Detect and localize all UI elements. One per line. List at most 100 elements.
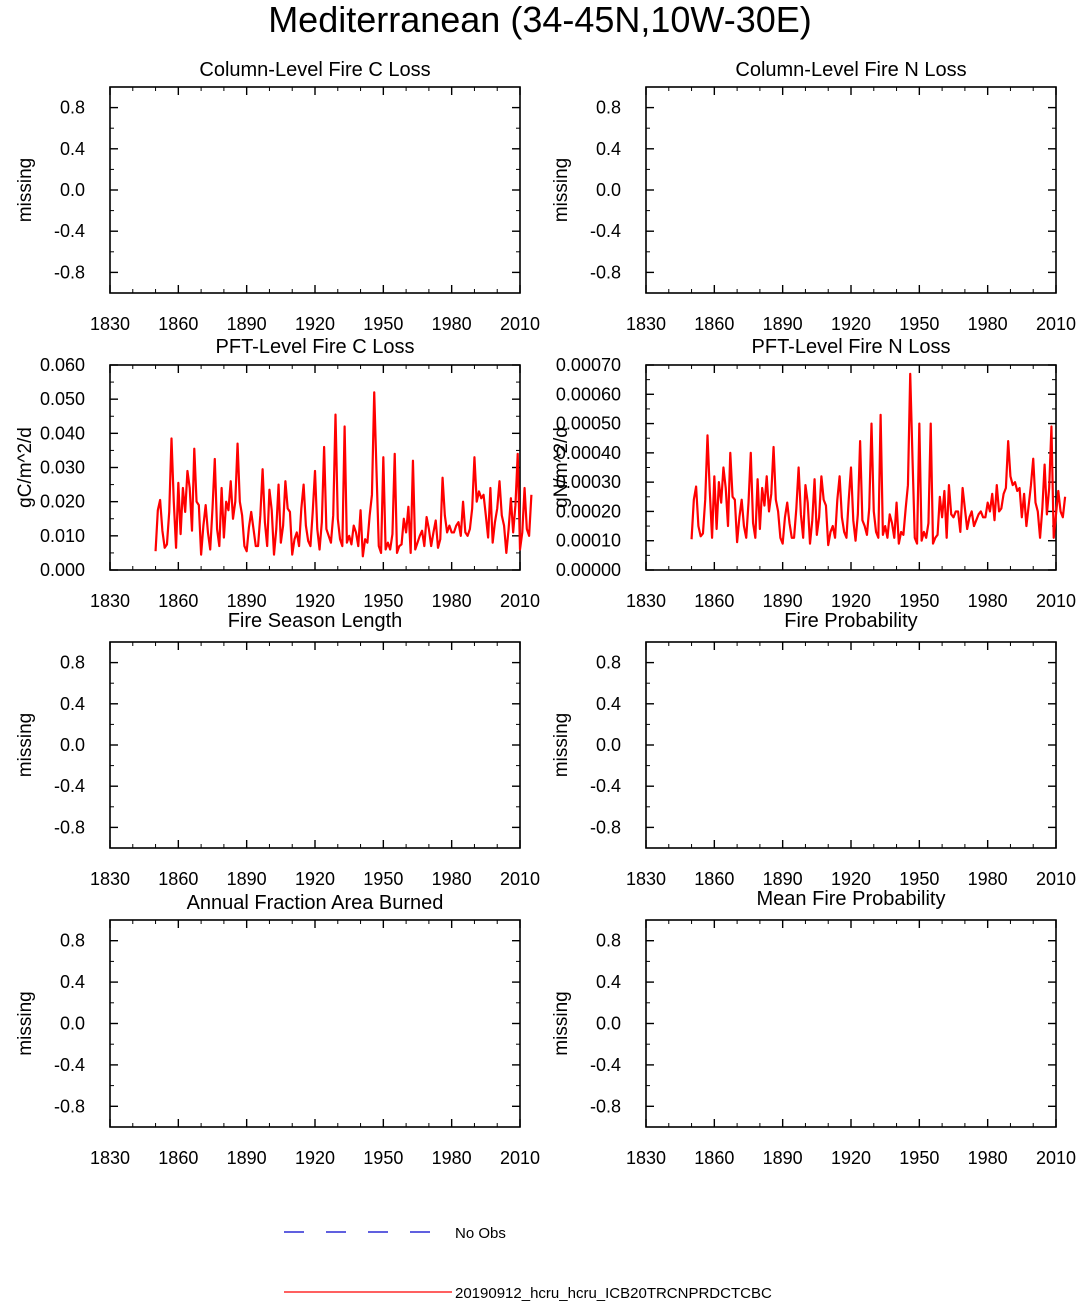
y-tick-label: 0.8 [596, 931, 621, 951]
x-tick-label: 2010 [500, 591, 540, 611]
x-tick-label: 2010 [500, 314, 540, 334]
x-tick-label: 1980 [432, 1148, 472, 1168]
y-tick-label: 0.050 [40, 389, 85, 409]
x-tick-label: 1920 [295, 314, 335, 334]
y-tick-label: -0.4 [590, 221, 621, 241]
x-tick-label: 1920 [295, 591, 335, 611]
plot-frame [109, 86, 521, 294]
y-tick-label: 0.0 [60, 1014, 85, 1034]
x-tick-label: 1890 [763, 591, 803, 611]
y-tick-label: 0.00040 [556, 443, 621, 463]
y-tick-label: -0.8 [54, 262, 85, 282]
panel-title: Annual Fraction Area Burned [187, 892, 444, 914]
y-axis-label: missing [551, 991, 572, 1055]
y-tick-label: -0.8 [590, 1096, 621, 1116]
y-axis-label: missing [551, 713, 572, 777]
chart-panel-7: Annual Fraction Area Burned missing 1830 18… [15, 892, 540, 1168]
panel-title: Fire Probability [784, 610, 917, 632]
y-tick-label: 0.00070 [556, 355, 621, 375]
x-tick-label: 1950 [899, 1148, 939, 1168]
x-tick-label: 1860 [158, 869, 198, 889]
legend: No Obs 20190912_hcru_hcru_ICB20TRCNPRDCT… [284, 1225, 772, 1302]
legend-item-model: 20190912_hcru_hcru_ICB20TRCNPRDCTCBC [284, 1285, 772, 1302]
y-tick-label: 0.0 [596, 735, 621, 755]
x-tick-label: 1950 [899, 591, 939, 611]
x-tick-label: 1830 [626, 869, 666, 889]
x-tick-label: 1920 [831, 869, 871, 889]
y-tick-label: -0.8 [590, 262, 621, 282]
x-tick-label: 1980 [432, 314, 472, 334]
chart-panel-1: Column-Level Fire C Loss missing 1830 1860 1… [15, 59, 540, 334]
y-tick-label: 0.00000 [556, 560, 621, 580]
y-tick-label: 0.0 [596, 180, 621, 200]
x-tick-label: 1830 [626, 591, 666, 611]
panel-title: PFT-Level Fire C Loss [216, 336, 415, 358]
chart-panel-8: Mean Fire Probability missing 1830 1860 1890… [551, 888, 1076, 1168]
x-tick-label: 1830 [90, 591, 130, 611]
series-line-model [154, 391, 533, 558]
x-tick-label: 1830 [90, 869, 130, 889]
y-tick-label: 0.4 [596, 139, 621, 159]
y-tick-label: 0.00030 [556, 472, 621, 492]
panel-title: Column-Level Fire C Loss [199, 59, 430, 81]
y-tick-label: 0.4 [60, 972, 85, 992]
x-tick-label: 1980 [432, 591, 472, 611]
x-tick-label: 1950 [363, 314, 403, 334]
x-tick-label: 2010 [1036, 869, 1076, 889]
x-tick-label: 2010 [500, 869, 540, 889]
y-tick-label: 0.0 [60, 735, 85, 755]
y-tick-label: 0.060 [40, 355, 85, 375]
x-tick-label: 1890 [227, 1148, 267, 1168]
y-tick-label: 0.00020 [556, 501, 621, 521]
y-tick-label: -0.4 [54, 776, 85, 796]
plot-frame [645, 919, 1057, 1128]
plot-frame [645, 86, 1057, 294]
y-tick-label: -0.8 [54, 1096, 85, 1116]
x-tick-label: 1890 [227, 869, 267, 889]
y-tick-label: -0.8 [590, 817, 621, 837]
y-tick-label: 0.8 [596, 98, 621, 118]
chart-panel-4: PFT-Level Fire N Loss gN/m^2/d 1830 1860 189… [551, 336, 1076, 611]
x-tick-label: 1980 [968, 314, 1008, 334]
x-tick-label: 1920 [831, 1148, 871, 1168]
y-axis-label: missing [15, 991, 36, 1055]
y-tick-label: 0.00010 [556, 531, 621, 551]
plot-frame [109, 641, 521, 849]
y-tick-label: 0.8 [60, 931, 85, 951]
y-tick-label: 0.4 [596, 972, 621, 992]
plot-frame [109, 919, 521, 1128]
y-tick-label: 0.030 [40, 458, 85, 478]
y-tick-label: 0.020 [40, 492, 85, 512]
y-axis-label: gN/m^2/d [551, 427, 572, 508]
chart-panel-2: Column-Level Fire N Loss missing 1830 1860 1… [551, 59, 1076, 334]
x-tick-label: 1860 [158, 591, 198, 611]
x-tick-label: 1980 [968, 1148, 1008, 1168]
x-tick-label: 1890 [763, 314, 803, 334]
chart-panel-5: Fire Season Length missing 1830 1860 1890 192… [15, 610, 540, 889]
x-tick-label: 1980 [432, 869, 472, 889]
x-tick-label: 2010 [1036, 591, 1076, 611]
chart-panel-3: PFT-Level Fire C Loss gC/m^2/d 1830 1860 189… [15, 336, 540, 611]
x-tick-label: 2010 [1036, 314, 1076, 334]
x-tick-label: 1860 [158, 314, 198, 334]
y-axis-label: gC/m^2/d [15, 427, 36, 508]
x-tick-label: 1980 [968, 591, 1008, 611]
x-tick-label: 1860 [158, 1148, 198, 1168]
x-tick-label: 2010 [500, 1148, 540, 1168]
x-tick-label: 1860 [694, 591, 734, 611]
panel-title: Mean Fire Probability [757, 888, 946, 910]
y-tick-label: -0.8 [54, 817, 85, 837]
y-axis-label: missing [15, 713, 36, 777]
x-tick-label: 1860 [694, 1148, 734, 1168]
figure-title: Mediterranean (34-45N,10W-30E) [268, 0, 812, 40]
y-tick-label: 0.8 [596, 653, 621, 673]
x-tick-label: 1920 [295, 1148, 335, 1168]
x-tick-label: 1830 [90, 1148, 130, 1168]
y-tick-label: 0.4 [60, 139, 85, 159]
y-tick-label: -0.4 [54, 221, 85, 241]
y-tick-label: 0.000 [40, 560, 85, 580]
x-tick-label: 1830 [626, 1148, 666, 1168]
y-tick-label: 0.4 [596, 694, 621, 714]
x-tick-label: 1950 [899, 869, 939, 889]
